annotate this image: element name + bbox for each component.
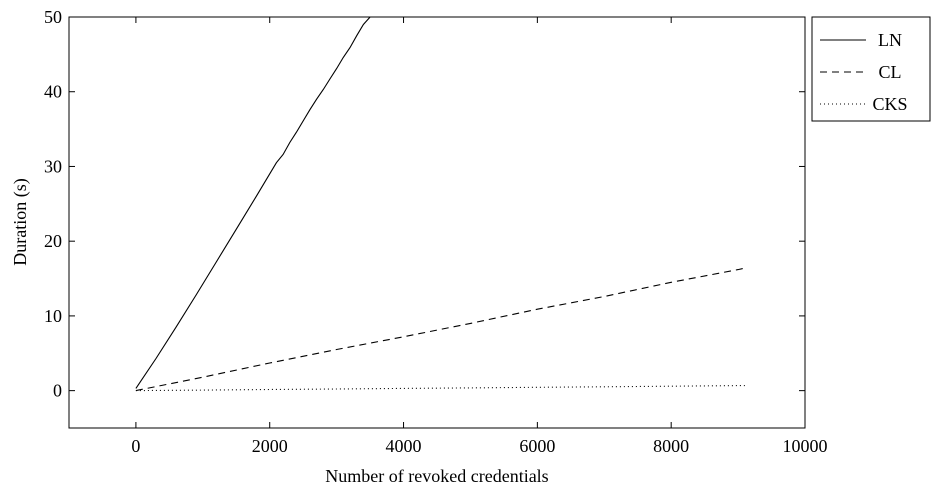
y-tick-label: 50 [44, 7, 62, 27]
plot-frame [68, 16, 806, 429]
x-tick-label: 4000 [386, 436, 422, 456]
x-axis-ticks: 0 2000 4000 6000 8000 10000 [131, 17, 828, 456]
x-tick-label: 10000 [783, 436, 828, 456]
y-axis-label: Duration (s) [10, 178, 31, 265]
y-tick-label: 0 [53, 381, 62, 401]
y-axis-ticks: 0 10 20 30 40 50 [44, 7, 805, 401]
x-axis-label: Number of revoked credentials [325, 466, 548, 486]
x-tick-label: 2000 [252, 436, 288, 456]
y-tick-label: 20 [44, 231, 62, 251]
legend-label-cks: CKS [872, 94, 907, 114]
y-tick-label: 10 [44, 306, 62, 326]
series-line-ln [135, 16, 371, 389]
plot-series [135, 16, 745, 392]
x-tick-label: 6000 [519, 436, 555, 456]
y-tick-label: 30 [44, 156, 62, 176]
legend-box [811, 16, 931, 122]
legend-label-ln: LN [878, 30, 902, 50]
x-tick-label: 8000 [653, 436, 689, 456]
y-tick-label: 40 [44, 82, 62, 102]
series-line-cl [135, 267, 745, 392]
legend: LN CL CKS [811, 16, 931, 122]
legend-label-cl: CL [878, 62, 901, 82]
x-tick-label: 0 [131, 436, 140, 456]
series-line-cks [135, 385, 745, 392]
